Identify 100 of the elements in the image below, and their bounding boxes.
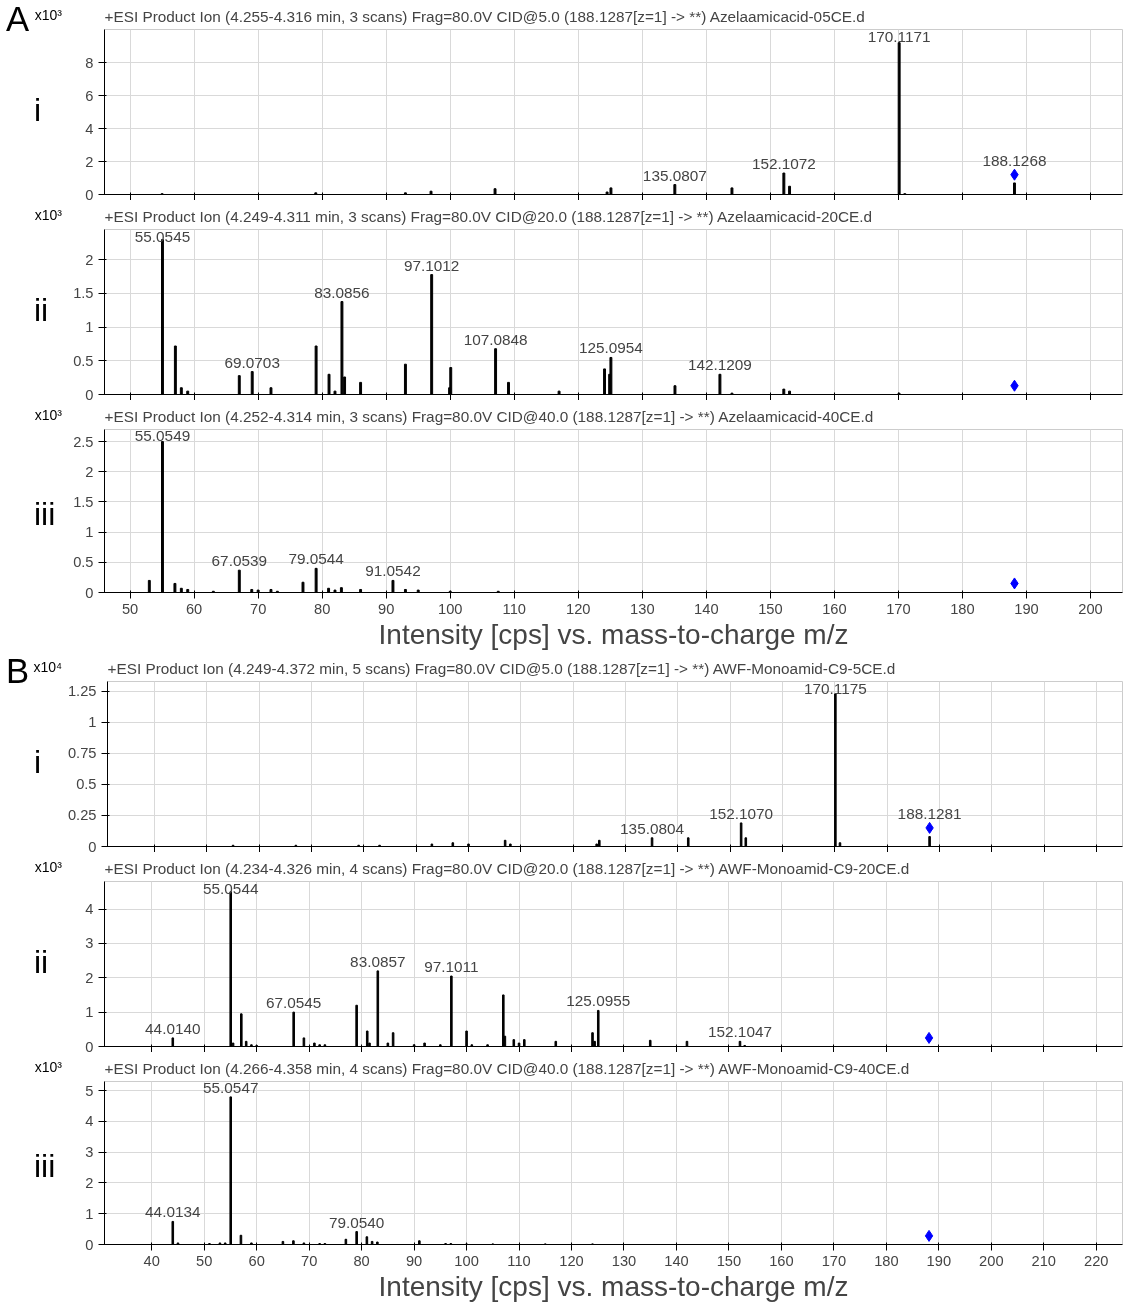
- y-tick-label: 0.75: [67, 745, 97, 762]
- annotation: 55.0545: [134, 227, 191, 245]
- y-tick-label: 4: [85, 1113, 94, 1130]
- y-tick-label: 2: [85, 463, 94, 480]
- y-tick-label: 0: [85, 1038, 94, 1055]
- annotation: 107.0848: [463, 330, 528, 348]
- x-tick-label: 140: [664, 1252, 689, 1269]
- annotation: 97.1011: [424, 958, 479, 976]
- x-tick-label: 60: [185, 600, 203, 617]
- y-tick-label: 5: [85, 1082, 94, 1099]
- annotation: 79.0544: [288, 550, 345, 568]
- y-tick-label: 2: [85, 969, 94, 986]
- annotation: 44.0140: [145, 1019, 201, 1037]
- annotation: 188.1268: [982, 151, 1047, 169]
- x-tick-label: 90: [405, 1252, 423, 1269]
- annotation: 79.0540: [328, 1213, 385, 1231]
- text: ii: [34, 944, 49, 980]
- y-tick-label: 2.5: [73, 433, 94, 450]
- x-tick-label: 90: [378, 600, 395, 617]
- text: iii: [34, 1148, 56, 1184]
- y-tick-label: 0: [85, 1236, 94, 1253]
- y-tick-label: 1: [85, 319, 94, 336]
- y-tick-label: 1.25: [67, 683, 97, 700]
- annotation: 135.0804: [620, 819, 685, 837]
- y-tick-label: 0: [85, 386, 94, 403]
- x-axis-title: Intensity [cps] vs. mass-to-charge m/z: [378, 618, 849, 650]
- x-tick-label: 80: [314, 600, 331, 617]
- annotation: 83.0856: [314, 283, 370, 301]
- y-tick-label: 0: [85, 584, 94, 601]
- x-tick-label: 190: [926, 1252, 952, 1269]
- x-tick-label: 60: [248, 1252, 265, 1269]
- annotation: 152.1072: [751, 155, 816, 173]
- annotation: 69.0703: [224, 353, 280, 371]
- text: ii: [34, 292, 49, 328]
- x-tick-label: 40: [143, 1252, 160, 1269]
- y-axis-title: x10³: [34, 859, 62, 875]
- y-axis-title: x10³: [34, 7, 62, 23]
- y-tick-label: 1: [88, 714, 97, 731]
- annotation: 67.0545: [265, 994, 322, 1012]
- text: A: [6, 0, 30, 38]
- x-tick-label: 200: [1078, 600, 1103, 617]
- chart-title: +ESI Product Ion (4.249-4.372 min, 5 scans) Frag=80.0V CID@5.0 (188.1287[z=1] -> **) AWF-Monoamid-C9-5CE.d: [107, 659, 896, 677]
- text: i: [34, 92, 42, 128]
- y-tick-label: 1.5: [73, 285, 94, 302]
- x-tick-label: 120: [566, 600, 591, 617]
- y-tick-label: 1: [85, 1205, 94, 1222]
- text: iii: [34, 496, 56, 532]
- annotation: 67.0539: [211, 552, 268, 570]
- y-axis-title: x10⁴: [33, 659, 62, 675]
- y-tick-label: 0.5: [76, 776, 97, 793]
- annotation: 142.1209: [687, 356, 752, 374]
- x-axis-title: Intensity [cps] vs. mass-to-charge m/z: [378, 1270, 849, 1302]
- annotation: 44.0134: [145, 1203, 201, 1221]
- x-tick-label: 210: [1031, 1252, 1057, 1269]
- x-tick-label: 170: [886, 600, 911, 617]
- y-tick-label: 4: [85, 120, 94, 137]
- y-tick-label: 1: [85, 1004, 94, 1021]
- annotation: 125.0955: [566, 992, 631, 1010]
- x-tick-label: 180: [950, 600, 975, 617]
- annotation: 135.0807: [642, 166, 707, 184]
- x-tick-label: 120: [559, 1252, 584, 1269]
- x-tick-label: 160: [822, 600, 847, 617]
- chart-title: +ESI Product Ion (4.234-4.326 min, 4 scans) Frag=80.0V CID@20.0 (188.1287[z=1] -> **) AWF-Monoamid-C9-20CE.d: [104, 859, 910, 877]
- y-tick-label: 4: [85, 901, 94, 917]
- x-tick-label: 70: [301, 1252, 318, 1269]
- x-tick-label: 160: [769, 1252, 794, 1269]
- x-tick-label: 100: [454, 1252, 479, 1269]
- annotation: 55.0549: [134, 427, 191, 445]
- x-tick-label: 100: [438, 600, 463, 617]
- y-axis-title: x10³: [34, 207, 62, 223]
- y-tick-label: 3: [85, 1144, 94, 1161]
- chart-title: +ESI Product Ion (4.255-4.316 min, 3 scans) Frag=80.0V CID@5.0 (188.1287[z=1] -> **) Azelaamicacid-05CE.d: [104, 7, 865, 25]
- annotation: 152.1070: [709, 804, 774, 822]
- annotation: 55.0547: [203, 1079, 259, 1097]
- x-tick-label: 130: [611, 1252, 637, 1269]
- chart-title: +ESI Product Ion (4.249-4.311 min, 3 scans) Frag=80.0V CID@20.0 (188.1287[z=1] -> **) Azelaamicacid-20CE.d: [104, 207, 873, 225]
- x-tick-label: 170: [821, 1252, 847, 1269]
- x-tick-label: 190: [1014, 600, 1039, 617]
- annotation: 188.1281: [897, 805, 962, 823]
- x-tick-label: 70: [250, 600, 267, 617]
- annotation: 125.0954: [578, 339, 644, 357]
- x-tick-label: 140: [694, 600, 719, 617]
- annotation: 170.1175: [803, 679, 867, 697]
- y-tick-label: 0.25: [67, 807, 97, 824]
- text: B: [6, 652, 30, 690]
- chart-title: +ESI Product Ion (4.266-4.358 min, 4 scans) Frag=80.0V CID@40.0 (188.1287[z=1] -> **) AWF-Monoamid-C9-40CE.d: [104, 1059, 910, 1077]
- annotation: 152.1047: [708, 1023, 772, 1041]
- x-tick-label: 180: [874, 1252, 899, 1269]
- x-tick-label: 130: [630, 600, 655, 617]
- y-axis-title: x10³: [34, 1059, 62, 1075]
- x-tick-label: 80: [353, 1252, 370, 1269]
- y-tick-label: 0.5: [73, 352, 94, 369]
- x-tick-label: 50: [196, 1252, 213, 1269]
- y-axis-title: x10³: [34, 407, 62, 423]
- chart-title: +ESI Product Ion (4.252-4.314 min, 3 scans) Frag=80.0V CID@40.0 (188.1287[z=1] -> **) Azelaamicacid-40CE.d: [104, 407, 874, 425]
- y-tick-label: 2: [85, 251, 94, 268]
- x-tick-label: 200: [979, 1252, 1004, 1269]
- x-tick-label: 150: [758, 600, 783, 617]
- y-tick-label: 0: [85, 186, 94, 203]
- annotation: 91.0542: [365, 562, 421, 580]
